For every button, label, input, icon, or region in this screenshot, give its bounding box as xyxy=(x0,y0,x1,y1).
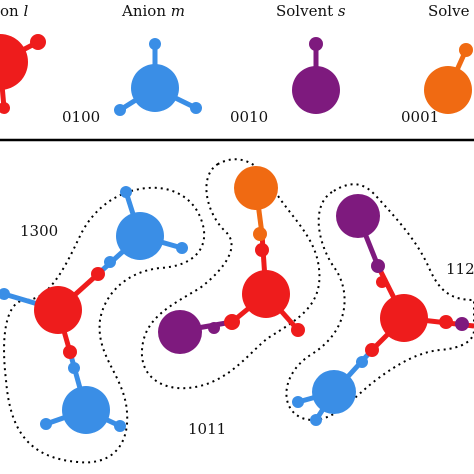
cluster-right-code: 112 xyxy=(446,260,474,278)
legend-solvent-t-label: Solve xyxy=(428,2,470,20)
legend-solvent-s-code: 0010 xyxy=(230,108,268,126)
legend-solvent-s-label: Solvent s xyxy=(276,2,346,20)
cluster-right-molecules xyxy=(292,194,474,426)
legend-cation-molecule xyxy=(0,34,46,114)
cluster-middle-molecules xyxy=(158,166,305,354)
cluster-outline-middle xyxy=(140,158,321,390)
legend-anion-code: 0100 xyxy=(62,108,100,126)
legend-solvent-t-molecule xyxy=(424,43,473,114)
legend-cation-label: on l xyxy=(0,2,28,20)
cluster-middle-code: 1011 xyxy=(188,420,226,438)
legend-solvent-s-molecule xyxy=(292,37,340,114)
cluster-left-code: 1300 xyxy=(20,222,58,240)
legend-solvent-t-code: 0001 xyxy=(401,108,439,126)
legend-anion-molecule xyxy=(114,38,202,116)
cluster-left-molecules xyxy=(0,186,188,434)
legend-anion-label: Anion m xyxy=(121,2,185,20)
